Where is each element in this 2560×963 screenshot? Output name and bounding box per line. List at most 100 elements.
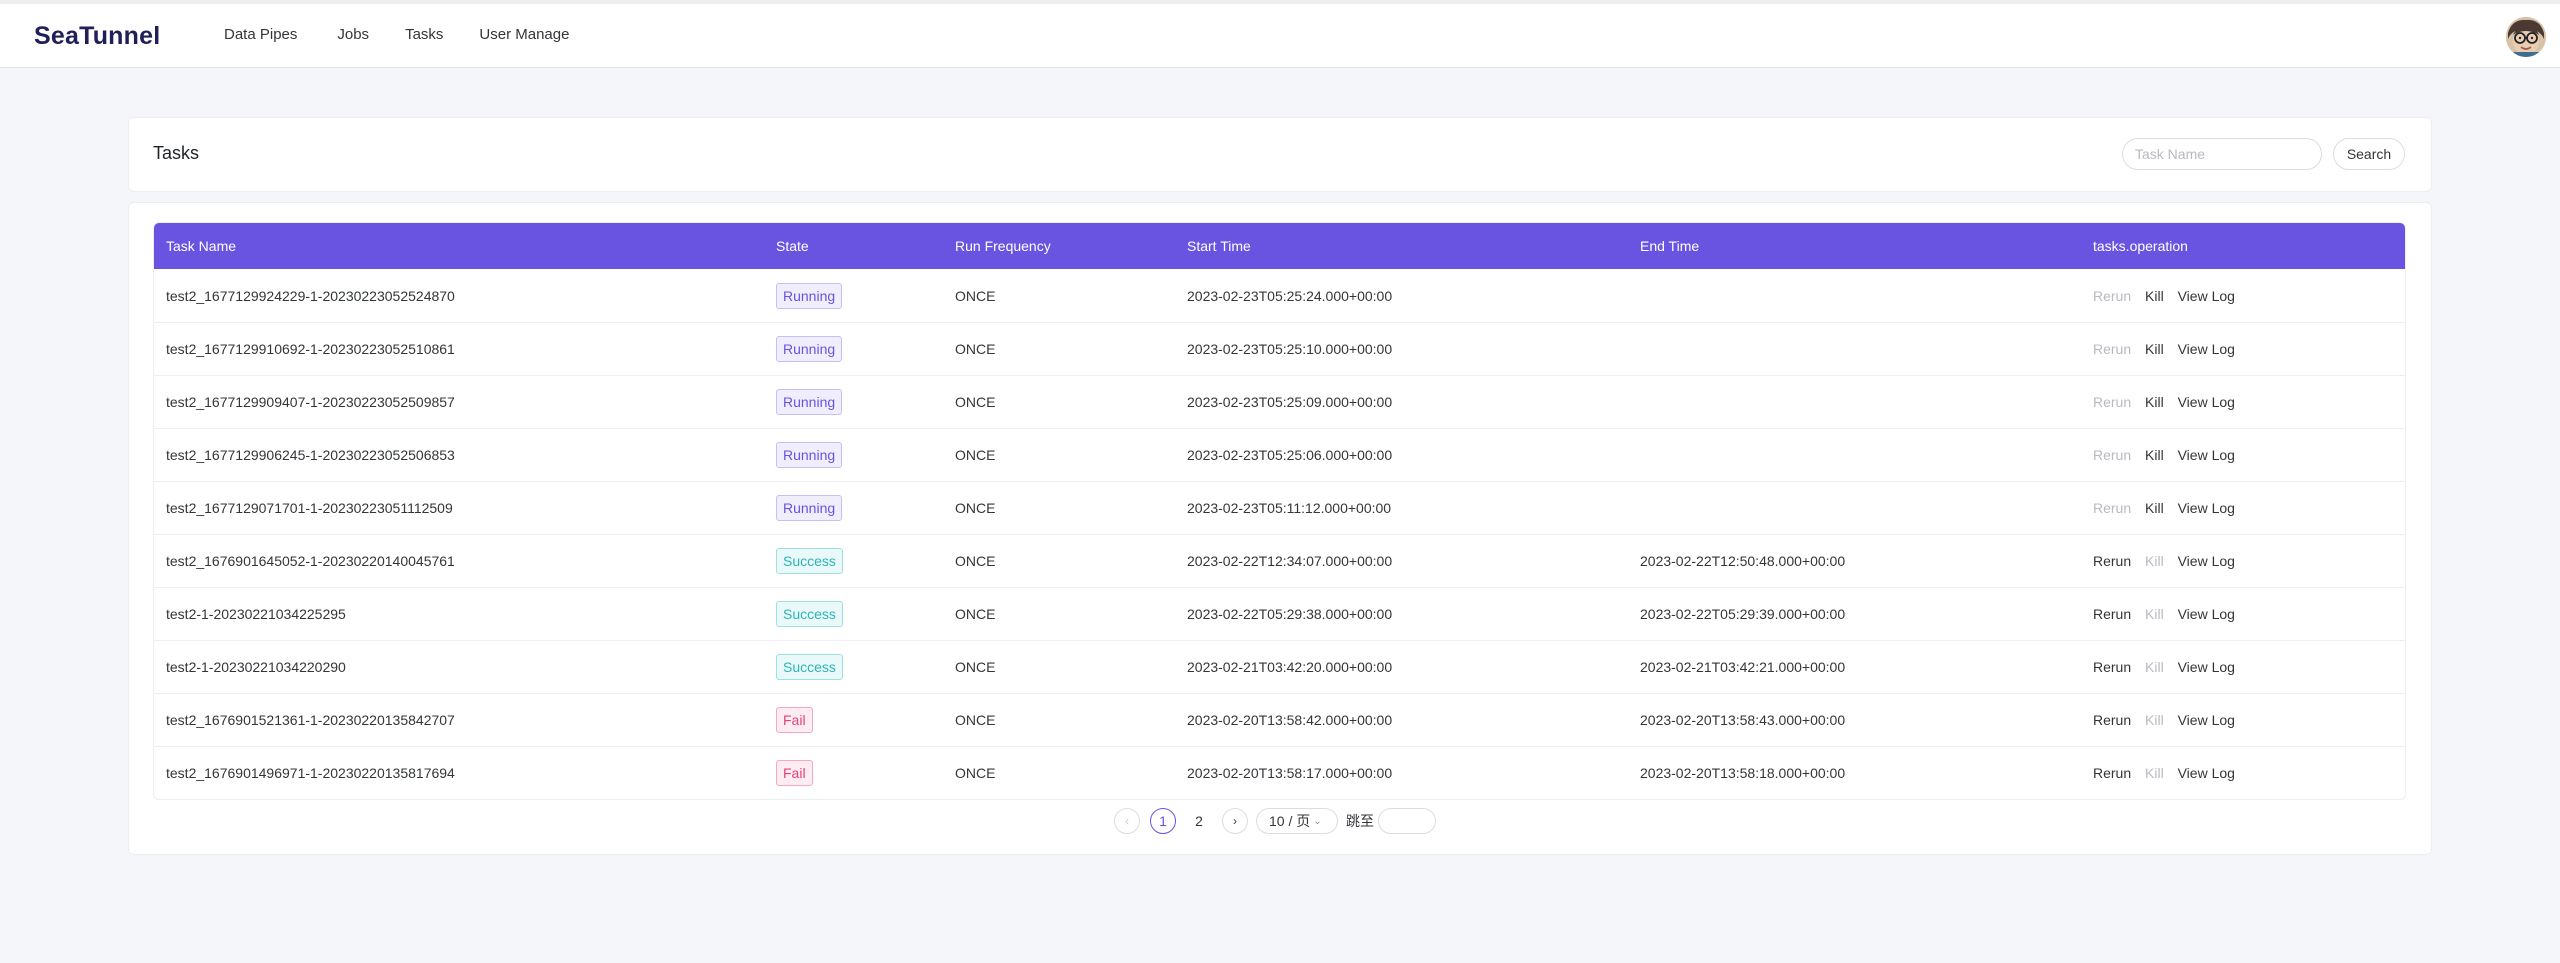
run-frequency-cell: ONCE bbox=[955, 712, 996, 728]
kill-button[interactable]: Kill bbox=[2145, 606, 2164, 622]
run-frequency-cell: ONCE bbox=[955, 341, 996, 357]
rerun-button[interactable]: Rerun bbox=[2093, 553, 2132, 569]
rerun-button[interactable]: Rerun bbox=[2093, 447, 2132, 463]
kill-button[interactable]: Kill bbox=[2145, 765, 2164, 781]
view-log-button[interactable]: View Log bbox=[2177, 606, 2235, 622]
page-1-button[interactable]: 1 bbox=[1150, 808, 1176, 834]
rerun-button[interactable]: Rerun bbox=[2093, 712, 2132, 728]
status-badge: Fail bbox=[776, 707, 813, 733]
status-badge: Running bbox=[776, 336, 843, 362]
avatar-image bbox=[2506, 17, 2546, 57]
start-time-cell: 2023-02-23T05:25:24.000+00:00 bbox=[1187, 287, 1393, 304]
state-cell: Success bbox=[776, 654, 955, 680]
next-page-button[interactable]: › bbox=[1222, 808, 1248, 834]
kill-button[interactable]: Kill bbox=[2145, 287, 2164, 304]
view-log-button[interactable]: View Log bbox=[2177, 447, 2235, 463]
rerun-button[interactable]: Rerun bbox=[2093, 500, 2132, 516]
rerun-button[interactable]: Rerun bbox=[2093, 394, 2132, 410]
page-size-select[interactable]: 10 / 页 ⌄ bbox=[1256, 808, 1338, 834]
table-row: test2_1677129909407-1-20230223052509857 … bbox=[154, 375, 2405, 428]
page-2-button[interactable]: 2 bbox=[1195, 813, 1203, 829]
status-badge: Running bbox=[776, 442, 843, 468]
view-log-button[interactable]: View Log bbox=[2177, 341, 2235, 357]
kill-button[interactable]: Kill bbox=[2145, 341, 2164, 357]
start-time-cell: 2023-02-23T05:25:10.000+00:00 bbox=[1187, 341, 1393, 357]
operation-cell: Rerun Kill View Log bbox=[2093, 341, 2405, 357]
task-name-cell: test2_1677129910692-1-20230223052510861 bbox=[166, 341, 455, 357]
kill-button[interactable]: Kill bbox=[2145, 447, 2164, 463]
kill-button[interactable]: Kill bbox=[2145, 712, 2164, 728]
operation-cell: Rerun Kill View Log bbox=[2093, 500, 2405, 516]
brand-logo[interactable]: SeaTunnel bbox=[34, 22, 161, 50]
nav-item-tasks[interactable]: Tasks bbox=[405, 26, 444, 43]
page-size-value: 10 / 页 bbox=[1269, 813, 1311, 829]
view-log-button[interactable]: View Log bbox=[2177, 500, 2235, 516]
state-cell: Running bbox=[776, 336, 955, 362]
main-nav: Data Pipes Jobs Tasks User Manage bbox=[224, 26, 609, 43]
kill-button[interactable]: Kill bbox=[2145, 500, 2164, 516]
operation-cell: Rerun Kill View Log bbox=[2093, 394, 2405, 410]
tasks-table: Task Name State Run Frequency Start Time… bbox=[153, 222, 2406, 800]
view-log-button[interactable]: View Log bbox=[2177, 659, 2235, 675]
search-button[interactable]: Search bbox=[2333, 138, 2405, 170]
end-time-cell: 2023-02-20T13:58:18.000+00:00 bbox=[1640, 765, 1846, 781]
table-header: Task Name State Run Frequency Start Time… bbox=[154, 223, 2405, 269]
task-name-cell: test2_1677129071701-1-20230223051112509 bbox=[166, 500, 453, 516]
view-log-button[interactable]: View Log bbox=[2177, 287, 2235, 304]
jump-to-label: 跳至 bbox=[1346, 813, 1374, 829]
rerun-button[interactable]: Rerun bbox=[2093, 341, 2132, 357]
column-header-state: State bbox=[776, 238, 809, 254]
task-name-search-input[interactable] bbox=[2122, 138, 2322, 170]
operation-cell: Rerun Kill View Log bbox=[2093, 447, 2405, 463]
rerun-button[interactable]: Rerun bbox=[2093, 606, 2132, 622]
status-badge: Running bbox=[776, 495, 843, 521]
rerun-button[interactable]: Rerun bbox=[2093, 659, 2132, 675]
table-row: test2-1-20230221034225295 Success ONCE 2… bbox=[154, 587, 2405, 640]
start-time-cell: 2023-02-23T05:25:09.000+00:00 bbox=[1187, 394, 1393, 410]
jump-to-page-input[interactable] bbox=[1378, 808, 1436, 834]
avatar[interactable] bbox=[2506, 17, 2546, 57]
task-name-cell: test2-1-20230221034220290 bbox=[166, 659, 346, 675]
nav-item-data-pipes[interactable]: Data Pipes bbox=[224, 26, 298, 43]
view-log-button[interactable]: View Log bbox=[2177, 553, 2235, 569]
start-time-cell: 2023-02-22T05:29:38.000+00:00 bbox=[1187, 606, 1393, 622]
table-row: test2-1-20230221034220290 Success ONCE 2… bbox=[154, 640, 2405, 693]
task-name-cell: test2_1676901496971-1-20230220135817694 bbox=[166, 765, 455, 781]
view-log-button[interactable]: View Log bbox=[2177, 712, 2235, 728]
task-name-cell: test2-1-20230221034225295 bbox=[166, 606, 346, 622]
nav-item-jobs[interactable]: Jobs bbox=[337, 26, 370, 43]
chevron-right-icon: › bbox=[1233, 814, 1237, 828]
start-time-cell: 2023-02-22T12:34:07.000+00:00 bbox=[1187, 553, 1393, 569]
chevron-down-icon: ⌄ bbox=[1313, 815, 1322, 827]
status-badge: Running bbox=[776, 389, 843, 415]
state-cell: Running bbox=[776, 282, 955, 309]
rerun-button[interactable]: Rerun bbox=[2093, 287, 2132, 304]
end-time-cell: 2023-02-22T05:29:39.000+00:00 bbox=[1640, 606, 1846, 622]
nav-item-user-manage[interactable]: User Manage bbox=[479, 26, 570, 43]
status-badge: Success bbox=[776, 654, 843, 680]
column-header-end-time: End Time bbox=[1640, 238, 1700, 254]
task-name-cell: test2_1677129909407-1-20230223052509857 bbox=[166, 394, 455, 410]
start-time-cell: 2023-02-23T05:25:06.000+00:00 bbox=[1187, 447, 1393, 463]
kill-button[interactable]: Kill bbox=[2145, 394, 2164, 410]
view-log-button[interactable]: View Log bbox=[2177, 765, 2235, 781]
status-badge: Success bbox=[776, 601, 843, 627]
prev-page-button[interactable]: ‹ bbox=[1114, 808, 1140, 834]
start-time-cell: 2023-02-20T13:58:42.000+00:00 bbox=[1187, 712, 1393, 728]
rerun-button[interactable]: Rerun bbox=[2093, 765, 2132, 781]
run-frequency-cell: ONCE bbox=[955, 447, 996, 463]
table-body: test2_1677129924229-1-20230223052524870 … bbox=[154, 269, 2405, 799]
state-cell: Success bbox=[776, 601, 955, 627]
kill-button[interactable]: Kill bbox=[2145, 659, 2164, 675]
app-header: SeaTunnel Data Pipes Jobs Tasks User Man… bbox=[0, 4, 2560, 68]
status-badge: Fail bbox=[776, 760, 813, 786]
state-cell: Success bbox=[776, 548, 955, 574]
operation-cell: Rerun Kill View Log bbox=[2093, 553, 2405, 569]
tasks-header-card: Tasks bbox=[128, 117, 2432, 192]
view-log-button[interactable]: View Log bbox=[2177, 394, 2235, 410]
column-header-start-time: Start Time bbox=[1187, 238, 1251, 254]
operation-cell: Rerun Kill View Log bbox=[2093, 288, 2405, 304]
kill-button[interactable]: Kill bbox=[2145, 553, 2164, 569]
table-row: test2_1676901521361-1-20230220135842707 … bbox=[154, 693, 2405, 746]
run-frequency-cell: ONCE bbox=[955, 394, 996, 410]
